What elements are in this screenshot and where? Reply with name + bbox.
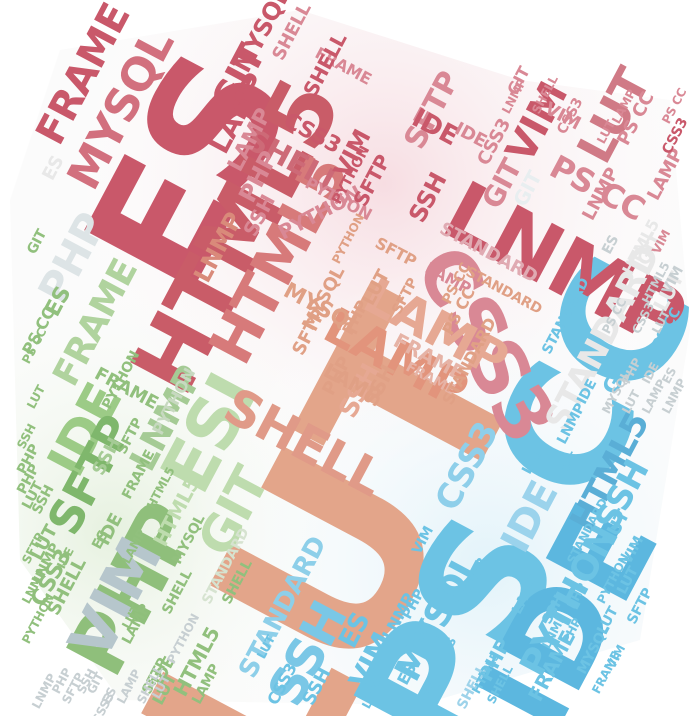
cloud-background xyxy=(10,10,690,705)
word-cloud: LUT ES PS CC HTML5 HTML5 LNMP CSS3 IDE PHP ESI SHE… xyxy=(10,0,697,716)
